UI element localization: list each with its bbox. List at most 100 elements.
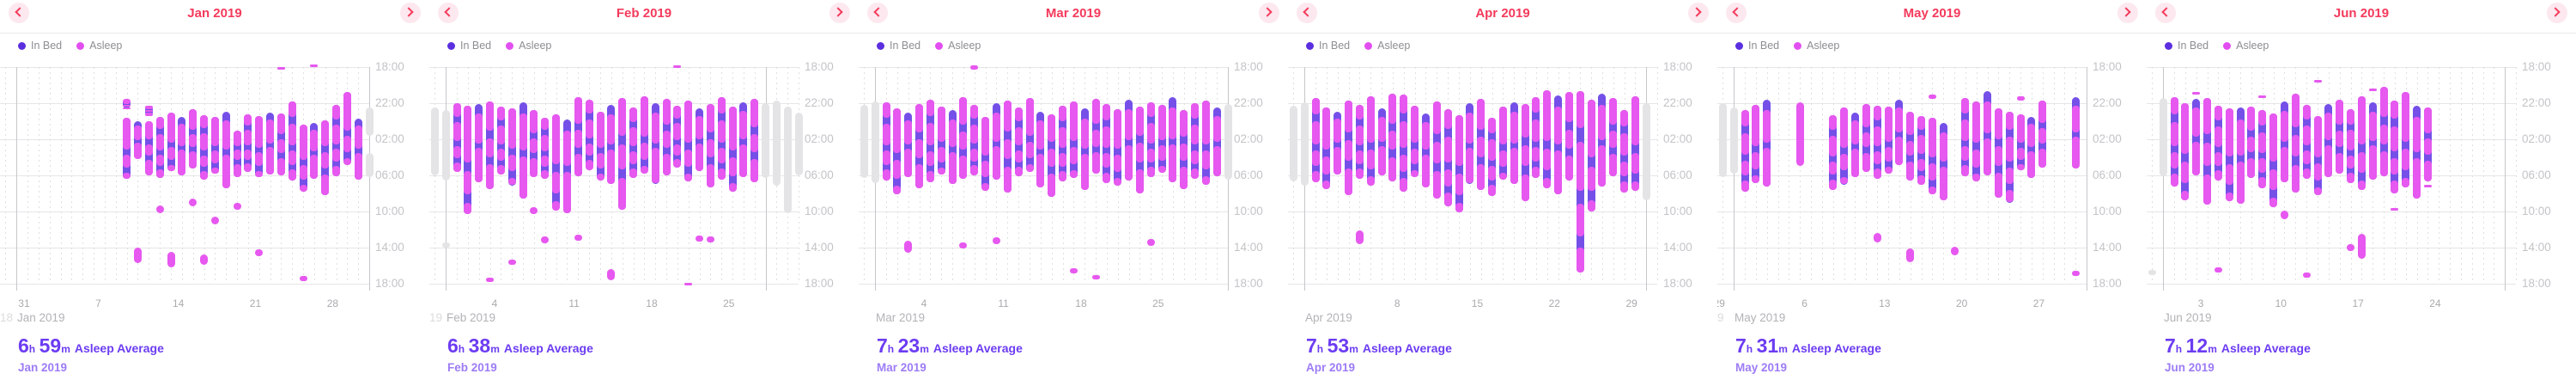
- asleep-segment: [1984, 101, 1991, 134]
- summary-month-caption: Mar 2019: [877, 361, 927, 374]
- header-divider: [859, 33, 1288, 34]
- asleep-segment: [1752, 175, 1760, 184]
- sleep-bar: [321, 120, 330, 196]
- next-month-button[interactable]: [2117, 3, 2138, 23]
- previous-month-button[interactable]: [1297, 3, 1317, 23]
- month-title: Apr 2019: [1475, 6, 1530, 21]
- next-month-button[interactable]: [2547, 3, 2567, 23]
- asleep-segment: [144, 121, 153, 140]
- asleep-average-summary: 7h 53m Asleep Average Apr 2019: [1306, 334, 1452, 374]
- sleep-bar: [1587, 99, 1595, 211]
- asleep-label: Asleep: [519, 40, 552, 52]
- asleep-segment: [200, 132, 208, 151]
- next-month-button[interactable]: [400, 3, 421, 23]
- sleep-bar: [1125, 99, 1133, 181]
- previous-month-button[interactable]: [2155, 3, 2176, 23]
- asleep-segment: [2214, 169, 2222, 181]
- asleep-segment: [673, 159, 682, 168]
- asleep-segment: [255, 152, 264, 167]
- sleep-bar: [1466, 103, 1474, 184]
- asleep-segment: [2347, 173, 2354, 184]
- asleep-segment: [276, 113, 285, 135]
- asleep-segment: [552, 200, 561, 211]
- time-axis-label: 14:00: [375, 241, 404, 254]
- asleep-segment: [2269, 169, 2278, 190]
- asleep-segment: [1322, 156, 1331, 175]
- asleep-segment: [2236, 161, 2245, 204]
- chevron-right-icon: [404, 7, 414, 17]
- asleep-segment: [1620, 181, 1628, 193]
- sleep-bar: [2258, 110, 2267, 188]
- asleep-segment: [2347, 155, 2354, 169]
- horizontal-gridline: [859, 211, 1228, 212]
- asleep-segment: [1146, 101, 1155, 118]
- asleep-segment: [629, 127, 637, 147]
- asleep-segment: [2258, 132, 2267, 154]
- previous-month-button[interactable]: [9, 3, 29, 23]
- sleep-bar: [1598, 93, 1607, 187]
- asleep-segment: [288, 101, 296, 118]
- time-axis-label: 22:00: [805, 96, 834, 109]
- nap-bar: [255, 249, 264, 257]
- time-axis-label: 02:00: [1234, 132, 1263, 145]
- asleep-segment: [2357, 152, 2366, 174]
- asleep-segment: [1840, 176, 1849, 185]
- day-gridline: [1337, 67, 1339, 284]
- asleep-segment: [321, 120, 330, 146]
- asleep-segment: [1884, 146, 1893, 162]
- nap-bar: [189, 199, 197, 206]
- asleep-segment: [1752, 151, 1760, 169]
- sleep-bar: [1477, 98, 1485, 190]
- asleep-average-text: Asleep Average: [1362, 341, 1452, 355]
- nap-bar: [684, 282, 693, 285]
- asleep-segment: [2247, 157, 2256, 179]
- time-axis-label: 06:00: [2093, 168, 2122, 181]
- asleep-segment: [2368, 111, 2377, 141]
- previous-month-button[interactable]: [867, 3, 888, 23]
- sleep-chart[interactable]: 18:00 22:00 02:00 06:00 10:00 14:00 18:00: [2147, 55, 2576, 297]
- x-axis: 29 6 13 20 27: [1717, 297, 2147, 310]
- asleep-segment: [332, 125, 340, 144]
- nap-bar: [1069, 268, 1078, 274]
- sleep-bar: [2203, 97, 2212, 205]
- asleep-segment: [276, 157, 285, 175]
- asleep-segment: [1752, 105, 1760, 146]
- next-month-button[interactable]: [1259, 3, 1279, 23]
- asleep-segment: [1059, 106, 1066, 121]
- asleep-segment: [1443, 169, 1452, 187]
- asleep-segment: [629, 107, 637, 122]
- asleep-segment: [1895, 107, 1904, 133]
- sleep-bar: [2347, 109, 2354, 184]
- next-month-button[interactable]: [1688, 3, 1709, 23]
- sleep-bar: [1752, 105, 1760, 184]
- asleep-segment: [651, 148, 659, 184]
- time-axis-label: 10:00: [2093, 205, 2122, 218]
- asleep-segment: [574, 130, 582, 148]
- sleep-chart[interactable]: 18:00 22:00 02:00 06:00 10:00 14:00 18:00: [859, 55, 1288, 297]
- asleep-segment: [266, 119, 274, 144]
- sleep-chart[interactable]: 18:00 22:00 02:00 06:00 10:00 14:00 18:00: [429, 55, 859, 297]
- asleep-segment: [915, 164, 924, 188]
- asleep-segment: [1146, 148, 1155, 162]
- previous-month-button[interactable]: [1726, 3, 1747, 23]
- asleep-segment: [144, 113, 153, 116]
- asleep-segment: [904, 119, 913, 145]
- horizontal-gridline: [1288, 211, 1657, 212]
- month-boundary-line: [2505, 67, 2506, 291]
- day-gridline: [49, 67, 51, 284]
- previous-month-button[interactable]: [438, 3, 459, 23]
- average-hours: 6: [18, 334, 29, 357]
- asleep-segment: [1763, 148, 1771, 187]
- sleep-chart[interactable]: 18:00 22:00 02:00 06:00 10:00 14:00 18:00: [1717, 55, 2147, 297]
- asleep-segment: [739, 111, 748, 140]
- sleep-bar: [596, 111, 605, 181]
- sleep-chart[interactable]: 18:00 22:00 02:00 06:00 10:00 14:00 18:00: [1288, 55, 1717, 297]
- asleep-segment: [1631, 181, 1639, 191]
- sleep-bar: [2391, 100, 2399, 194]
- asleep-segment: [1059, 152, 1066, 167]
- next-month-button[interactable]: [829, 3, 850, 23]
- asleep-segment: [299, 164, 307, 180]
- sleep-chart[interactable]: 18:00 22:00 02:00 06:00 10:00 14:00 18:00: [0, 55, 429, 297]
- sleep-bar: [1873, 106, 1881, 180]
- panel-header: Mar 2019: [859, 0, 1288, 28]
